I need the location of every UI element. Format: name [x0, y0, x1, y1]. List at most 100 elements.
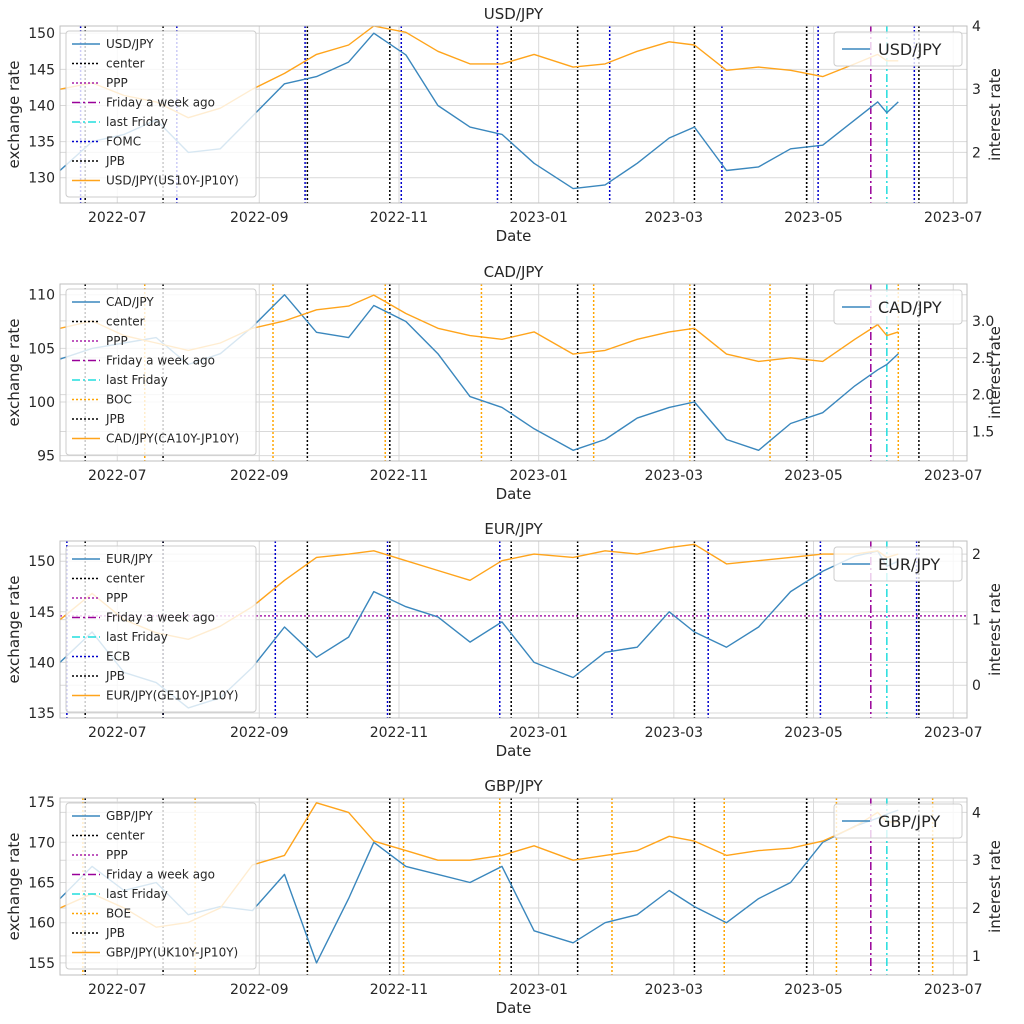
plot-frame [59, 540, 968, 719]
legend-label: CAD/JPY [106, 295, 154, 309]
chart-title: CAD/JPY [484, 263, 544, 281]
legend-label: Friday a week ago [106, 868, 215, 882]
legend-label: JPB [105, 669, 125, 683]
legend-label: CAD/JPY [878, 298, 942, 317]
y-tick-label: 130 [28, 171, 55, 187]
y2-tick-label: 2 [972, 547, 981, 563]
y-tick-label: 160 [28, 916, 55, 932]
y-axis-label: exchange rate [5, 318, 23, 426]
y2-tick-label: 2 [972, 145, 981, 161]
legend-box [65, 30, 257, 198]
y2-tick-label: 2.0 [972, 388, 994, 404]
legend-box [833, 31, 963, 67]
x-tick-label: 2023-05 [784, 210, 843, 226]
chart-title: USD/JPY [484, 5, 544, 23]
chart-title: EUR/JPY [484, 520, 543, 538]
x-tick-label: 2022-09 [230, 725, 289, 741]
x-tick-label: 2022-07 [88, 725, 147, 741]
legend-box [65, 288, 257, 456]
right-legend: USD/JPY [833, 31, 963, 67]
x-tick-label: 2022-11 [370, 982, 429, 998]
y2-tick-label: 0 [972, 678, 981, 694]
y-tick-label: 110 [28, 288, 55, 304]
legend-label: USD/JPY [106, 37, 154, 51]
chart-panel-3: 2022-07 2022-09 2022-11 2023-01 2023-03 2023-… [5, 520, 1004, 760]
x-tick-label: 2023-03 [645, 210, 704, 226]
chart-panel-4: 2022-07 2022-09 2022-11 2023-01 2023-03 2023-… [5, 777, 1004, 1017]
y2-tick-label: 3.0 [972, 314, 994, 330]
legend-box [65, 545, 257, 713]
chart-panel-2: 2022-07 2022-09 2022-11 2023-01 2023-03 2023-… [5, 263, 1004, 503]
x-tick-label: 2022-11 [370, 210, 429, 226]
x-axis-label: Date [496, 485, 532, 503]
legend-label: FOMC [106, 135, 141, 149]
legend-label: PPP [106, 591, 128, 605]
legend-label: BOE [106, 907, 131, 921]
y2-tick-label: 1 [972, 613, 981, 629]
right-legend: CAD/JPY [833, 289, 963, 325]
x-tick-label: 2023-03 [645, 982, 704, 998]
y-tick-label: 105 [28, 341, 55, 357]
x-tick-label: 2023-07 [924, 210, 983, 226]
y-tick-label: 140 [28, 655, 55, 671]
y2-tick-label: 4 [972, 19, 981, 35]
y-axis-label: exchange rate [5, 60, 23, 168]
y-tick-label: 165 [28, 875, 55, 891]
legend-label: PPP [106, 848, 128, 862]
legend-label: CAD/JPY(CA10Y-JP10Y) [106, 432, 239, 446]
x-tick-label: 2023-05 [784, 725, 843, 741]
y-tick-label: 95 [37, 449, 55, 465]
legend-label: GBP/JPY(UK10Y-JP10Y) [106, 946, 238, 960]
x-tick-label: 2023-01 [509, 982, 568, 998]
legend-label: last Friday [106, 887, 168, 901]
x-tick-label: 2022-09 [230, 468, 289, 484]
legend-box [833, 546, 963, 582]
chart-panel-1: 2022-07 2022-09 2022-11 2023-01 2023-03 2023-… [5, 5, 1004, 245]
y-tick-label: 145 [28, 62, 55, 78]
inner-legend: USD/JPY center PPP Friday a week ago last Fr… [65, 30, 257, 198]
plot-frame [59, 797, 968, 976]
x-tick-label: 2023-03 [645, 725, 704, 741]
legend-label: center [106, 572, 145, 586]
x-tick-label: 2023-07 [924, 982, 983, 998]
y-tick-label: 145 [28, 605, 55, 621]
x-tick-label: 2022-09 [230, 210, 289, 226]
right-legend: EUR/JPY [833, 546, 963, 582]
y-tick-label: 170 [28, 835, 55, 851]
legend-label: center [106, 829, 145, 843]
y2-tick-label: 1 [972, 949, 981, 965]
x-tick-label: 2022-07 [88, 982, 147, 998]
legend-label: center [106, 315, 145, 329]
x-tick-label: 2023-07 [924, 725, 983, 741]
chart-title: GBP/JPY [484, 777, 543, 795]
x-tick-label: 2023-01 [509, 468, 568, 484]
y-tick-label: 155 [28, 956, 55, 972]
inner-legend: GBP/JPY center PPP Friday a week ago last Fr… [65, 802, 257, 970]
y2-tick-label: 1.5 [972, 425, 994, 441]
legend-label: JPB [105, 926, 125, 940]
legend-label: last Friday [106, 115, 168, 129]
inner-legend: CAD/JPY center PPP Friday a week ago last Fr… [65, 288, 257, 456]
legend-box [833, 803, 963, 839]
x-tick-label: 2022-11 [370, 725, 429, 741]
legend-label: BOC [106, 393, 132, 407]
x-axis-label: Date [496, 742, 532, 760]
y-axis-label: exchange rate [5, 575, 23, 683]
y-tick-label: 100 [28, 395, 55, 411]
legend-label: EUR/JPY(GE10Y-JP10Y) [106, 689, 238, 703]
legend-label: USD/JPY(US10Y-JP10Y) [106, 174, 239, 188]
legend-label: center [106, 57, 145, 71]
x-tick-label: 2022-07 [88, 468, 147, 484]
legend-label: PPP [106, 334, 128, 348]
x-axis-label: Date [496, 999, 532, 1017]
legend-label: EUR/JPY [878, 555, 940, 574]
legend-label: JPB [105, 412, 125, 426]
y-tick-label: 150 [28, 26, 55, 42]
legend-label: Friday a week ago [106, 611, 215, 625]
legend-label: EUR/JPY [106, 552, 153, 566]
plot-frame [59, 25, 968, 204]
y-tick-label: 135 [28, 135, 55, 151]
legend-label: last Friday [106, 373, 168, 387]
